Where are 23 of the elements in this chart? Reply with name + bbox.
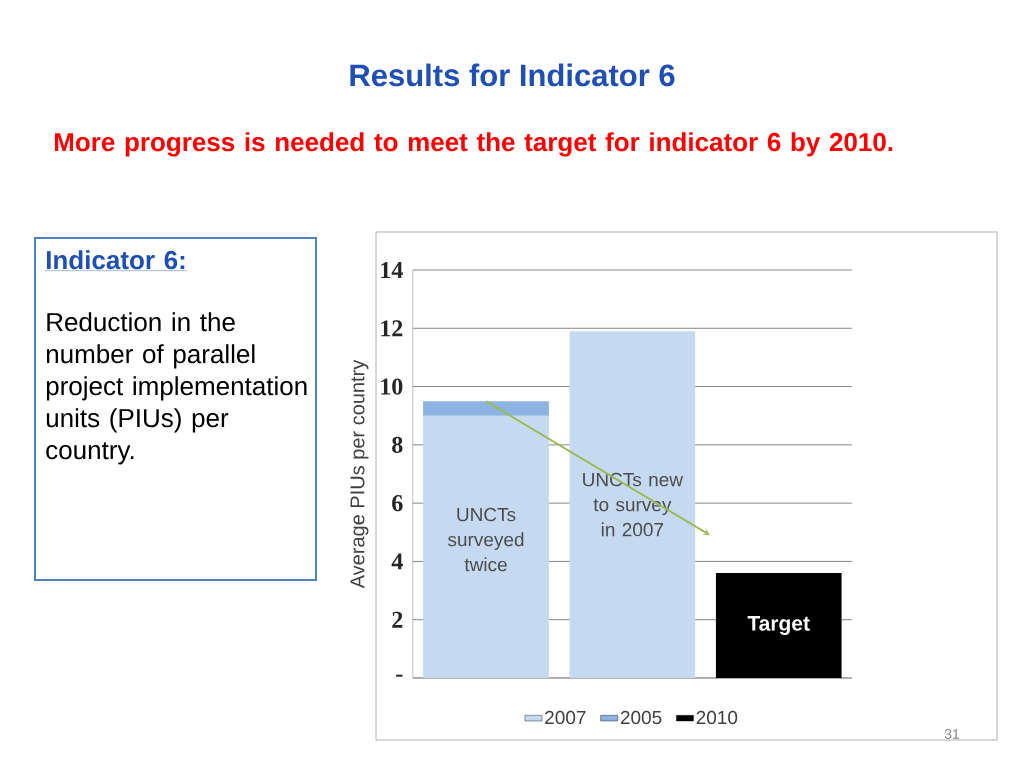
y-tick-label: 8	[392, 436, 403, 453]
y-tick-label: 14	[381, 262, 403, 278]
y-axis-title: Average PIUs per country	[350, 359, 369, 589]
bar	[423, 401, 549, 416]
x-tick-label: UNCTs surveyed twice	[447, 507, 524, 572]
text: 31	[944, 729, 960, 739]
text: Indicator 6:	[46, 250, 185, 270]
y-tick-label: 10	[381, 378, 403, 395]
chart-title: Results for Indicator 6	[350, 63, 675, 87]
bar	[423, 415, 549, 678]
y-tick-label: 2	[392, 611, 403, 628]
y-tick-label: -	[396, 674, 403, 677]
chart-subtitle: More progress is needed to meet the target for indicator 6 by 2010.	[54, 132, 893, 157]
legend-label: 2007	[545, 710, 586, 725]
bar	[569, 331, 696, 678]
x-tick-label: Target	[747, 616, 810, 635]
text: Reduction in the number of parallel project implementation units (PIUs) per country.	[46, 312, 307, 465]
bar	[715, 573, 842, 678]
y-tick-label: 6	[392, 495, 403, 512]
legend-label: 2005	[620, 710, 662, 725]
y-tick-label: 4	[391, 553, 403, 570]
y-tick-label: 12	[381, 320, 403, 337]
legend-label: 2010	[696, 710, 738, 725]
